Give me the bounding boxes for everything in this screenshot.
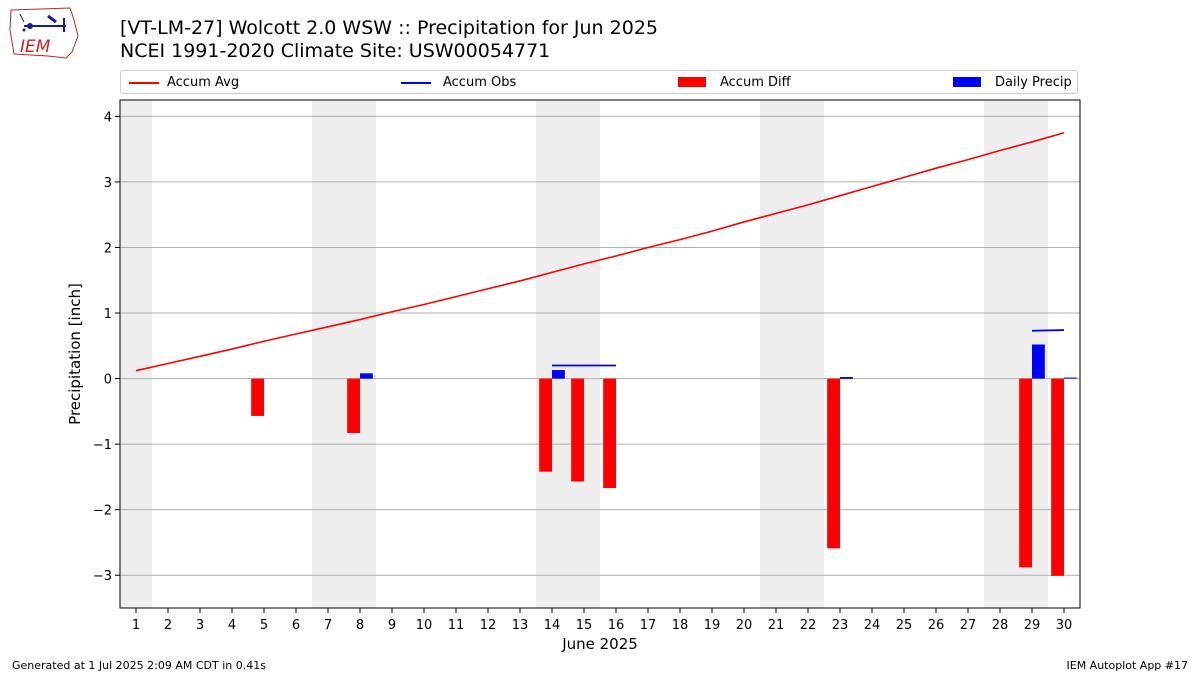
- accum-diff-bar-day-16: [603, 378, 616, 489]
- legend-item-daily-precip: Daily Precip: [953, 74, 1078, 92]
- y-tick-label--3: −3: [93, 569, 112, 584]
- x-tick-label-17: 17: [640, 618, 657, 633]
- daily-precip-bar-day-30: [1064, 377, 1077, 379]
- x-tick-label-1: 1: [132, 618, 140, 633]
- daily-precip-bar-day-14: [552, 370, 565, 379]
- x-tick-label-30: 30: [1056, 618, 1073, 633]
- plot-frame: [119, 99, 1081, 609]
- x-tick-label-20: 20: [736, 618, 753, 633]
- accum-diff-bar-day-8: [347, 378, 360, 433]
- x-tick-label-25: 25: [896, 618, 913, 633]
- x-tick-label-21: 21: [768, 618, 785, 633]
- weekend-shade-1: [312, 100, 376, 608]
- legend-label-accum-avg: Accum Avg: [167, 75, 240, 90]
- x-tick-label-8: 8: [356, 618, 364, 633]
- legend-item-accum-avg: Accum Avg: [125, 74, 325, 92]
- x-tick-label-14: 14: [544, 618, 561, 633]
- accum-diff-bar-day-15: [571, 378, 584, 482]
- legend-swatch-accum-avg: [129, 82, 159, 84]
- y-tick-label--1: −1: [93, 438, 112, 453]
- legend: Accum Avg Accum Obs Accum Diff Daily Pre…: [120, 70, 1078, 94]
- chart-title: [VT-LM-27] Wolcott 2.0 WSW :: Precipitat…: [120, 17, 658, 63]
- daily-precip-bar-day-8: [360, 373, 373, 379]
- accum-avg-line: [135, 132, 1065, 372]
- x-tick-label-12: 12: [480, 618, 497, 633]
- legend-swatch-accum-obs: [401, 82, 431, 84]
- chart-title-line1: [VT-LM-27] Wolcott 2.0 WSW :: Precipitat…: [120, 17, 658, 39]
- accum-diff-bar-day-14: [539, 378, 552, 472]
- x-tick-label-13: 13: [512, 618, 529, 633]
- x-tick-label-28: 28: [992, 618, 1009, 633]
- legend-swatch-accum-diff: [678, 77, 706, 87]
- x-tick-label-15: 15: [576, 618, 593, 633]
- y-tick-label-1: 1: [104, 307, 112, 322]
- x-tick-label-16: 16: [608, 618, 625, 633]
- y-tick-label-3: 3: [104, 176, 112, 191]
- accum-diff-bar-day-29: [1019, 378, 1032, 568]
- x-tick-label-5: 5: [260, 618, 268, 633]
- legend-swatch-daily-precip: [953, 77, 981, 87]
- y-tick-label--2: −2: [93, 504, 112, 519]
- x-axis-label: June 2025: [561, 635, 638, 653]
- accum-diff-bar-day-30: [1051, 378, 1064, 576]
- iem-logo: IEM: [8, 6, 80, 60]
- y-tick-label-0: 0: [104, 373, 112, 388]
- weekend-shade-2: [536, 100, 600, 608]
- legend-label-daily-precip: Daily Precip: [995, 75, 1072, 90]
- x-tick-label-29: 29: [1024, 618, 1041, 633]
- x-tick-label-10: 10: [416, 618, 433, 633]
- x-tick-label-6: 6: [292, 618, 300, 633]
- x-tick-label-23: 23: [832, 618, 849, 633]
- x-tick-label-27: 27: [960, 618, 977, 633]
- footer-app-label: IEM Autoplot App #17: [1066, 659, 1189, 672]
- y-axis-label: Precipitation [inch]: [66, 283, 84, 425]
- legend-label-accum-obs: Accum Obs: [443, 75, 517, 90]
- x-tick-label-24: 24: [864, 618, 881, 633]
- footer-generated-text: Generated at 1 Jul 2025 2:09 AM CDT in 0…: [12, 659, 266, 672]
- legend-item-accum-diff: Accum Diff: [678, 74, 878, 92]
- x-tick-label-4: 4: [228, 618, 236, 633]
- x-tick-label-7: 7: [324, 618, 332, 633]
- x-tick-label-18: 18: [672, 618, 689, 633]
- y-tick-label-2: 2: [104, 241, 112, 256]
- x-tick-label-22: 22: [800, 618, 817, 633]
- y-tick-label-4: 4: [104, 110, 112, 125]
- legend-item-accum-obs: Accum Obs: [401, 74, 601, 92]
- daily-precip-bar-day-29: [1032, 344, 1045, 379]
- x-tick-label-26: 26: [928, 618, 945, 633]
- weekend-shade-0: [120, 100, 152, 608]
- x-tick-label-11: 11: [448, 618, 465, 633]
- accum-diff-bar-day-5: [251, 378, 264, 416]
- accum-obs-segment-2: [1031, 329, 1065, 332]
- x-tick-label-2: 2: [164, 618, 172, 633]
- x-tick-label-19: 19: [704, 618, 721, 633]
- legend-label-accum-diff: Accum Diff: [720, 75, 791, 90]
- logo-text: IEM: [20, 37, 51, 57]
- x-tick-label-3: 3: [196, 618, 204, 633]
- x-tick-label-9: 9: [388, 618, 396, 633]
- chart-title-line2: NCEI 1991-2020 Climate Site: USW00054771: [120, 40, 551, 62]
- accum-diff-bar-day-23: [827, 378, 840, 549]
- weekend-shade-3: [760, 100, 824, 608]
